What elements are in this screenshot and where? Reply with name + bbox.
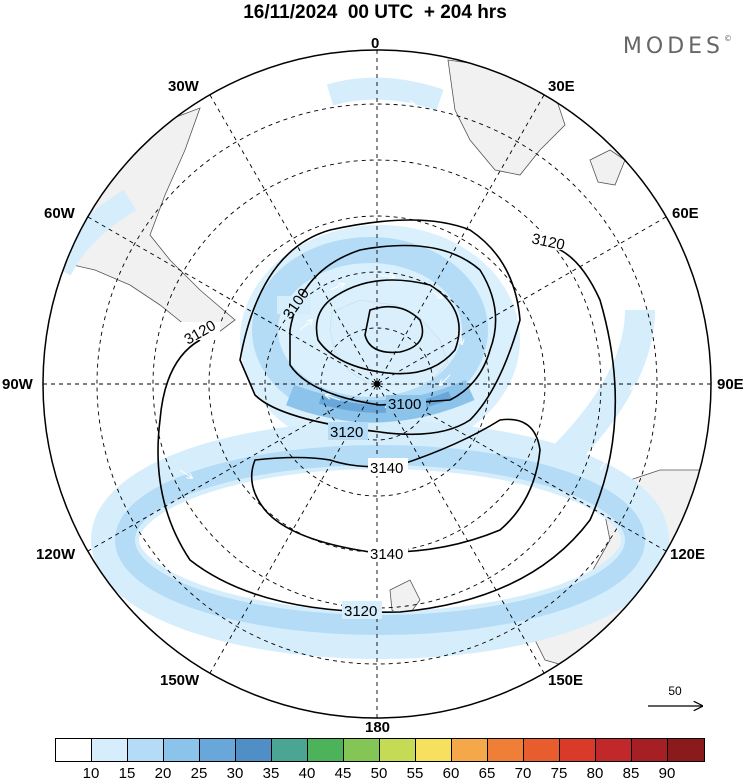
contour-label: 3140 [370,460,403,477]
colorbar [55,738,705,762]
longitude-label-60e: 60E [672,205,699,222]
reference-vector-label: 50 [668,684,682,698]
colorbar-segment [560,739,596,761]
colorbar-segment [200,739,236,761]
colorbar-segment [92,739,128,761]
colorbar-tick-label: 30 [226,765,244,782]
colorbar-segment [308,739,344,761]
colorbar-tick-label: 25 [190,765,208,782]
colorbar-segment [596,739,632,761]
contour-label: 3120 [530,230,566,254]
colorbar-segment [344,739,380,761]
brand-name: MODES [622,34,724,59]
colorbar-segment [272,739,308,761]
colorbar-segment [632,739,668,761]
longitude-label-120e: 120E [670,546,706,563]
colorbar-segment [668,739,704,761]
contour-label: 3120 [344,603,377,620]
colorbar-tick-label: 65 [478,765,496,782]
longitude-label-90e: 90E [717,376,744,393]
contour-3100 [289,244,497,406]
colorbar-segment [56,739,92,761]
colorbar-tick-label: 85 [622,765,640,782]
colorbar-tick-label: 40 [298,765,316,782]
longitude-label-120w: 120W [36,546,76,563]
colorbar-segment [488,739,524,761]
longitude-label-90w: 90W [2,376,33,393]
contour-3100-inner [315,279,460,375]
colorbar-tick-label: 15 [118,765,136,782]
madagascar-land [589,149,626,186]
longitude-label-60w: 60W [44,205,75,222]
map-boundary [42,49,712,719]
colorbar-tick-label: 80 [586,765,604,782]
colorbar-tick-label: 70 [514,765,532,782]
longitude-label-150w: 150W [160,672,200,689]
colorbar-tick-label: 45 [334,765,352,782]
colorbar-tick-label: 10 [82,765,100,782]
colorbar-tick-label: 50 [370,765,388,782]
colorbar-tick-label: 20 [154,765,172,782]
colorbar-tick-label: 60 [442,765,460,782]
longitude-label-180: 180 [365,719,391,736]
colorbar-segment [128,739,164,761]
colorbar-tick-label: 90 [658,765,676,782]
geopotential-contours [157,219,617,613]
contour-3080 [364,305,424,354]
longitude-label-30e: 30E [548,78,575,95]
longitude-label-0: 0 [371,35,380,52]
colorbar-segment [416,739,452,761]
colorbar-tick-label: 75 [550,765,568,782]
colorbar-tick-label: 55 [406,765,424,782]
graticule [43,50,711,718]
contour-3140 [250,418,541,554]
contour-label: 3140 [370,546,403,563]
south-pole-marker [374,381,380,387]
brand-logo: MODES© [623,34,732,59]
colorbar-segment [452,739,488,761]
longitude-label-30w: 30W [168,78,199,95]
contour-3120-main [239,219,521,436]
colorbar-segment [524,739,560,761]
colorbar-segment [236,739,272,761]
wind-arrows [179,102,634,595]
colorbar-tick-label: 35 [262,765,280,782]
contour-label: 3120 [330,424,363,441]
map-title: 16/11/2024 00 UTC + 204 hrs [243,2,507,23]
colorbar-ticks: 10 15 20 25 30 35 40 45 50 55 60 65 70 75 80 85 90 [55,765,703,782]
colorbar-segment [164,739,200,761]
brand-mark: © [724,34,732,43]
contour-3120-outer [157,244,617,613]
contour-label: 3100 [388,396,421,413]
colorbar-segment [380,739,416,761]
longitude-label-150e: 150E [548,672,584,689]
